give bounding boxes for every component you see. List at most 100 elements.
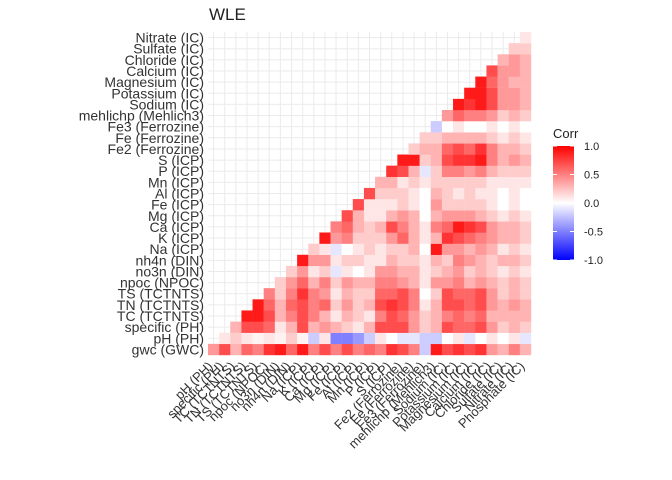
y-tick-label: no3n (DIN) [136, 263, 204, 279]
heatmap-cell [308, 288, 320, 300]
heatmap-cell [508, 43, 521, 55]
y-tick-label: S (ICP) [158, 152, 204, 168]
heatmap-cell [497, 254, 509, 267]
heatmap-cell [430, 288, 443, 300]
heatmap-cell [464, 232, 476, 244]
y-tick-label: TN (TCTNTS) [117, 297, 204, 313]
y-tick-label: Chloride (IC) [125, 52, 204, 68]
heatmap-cell [274, 299, 287, 311]
y-tick-labels: gwc (GWC)pH (PH)specific (PH)TC (TCTNTS)… [79, 30, 204, 358]
heatmap-cell [386, 176, 398, 189]
heatmap-cell [419, 310, 431, 322]
heatmap-cell [363, 288, 376, 300]
heatmap-cell [375, 243, 387, 255]
heatmap-cell [408, 299, 420, 311]
heatmap-cell [486, 243, 498, 255]
heatmap-cell [419, 321, 431, 333]
heatmap-cell [341, 265, 353, 278]
y-tick-label: Na (ICP) [150, 241, 204, 257]
heatmap-cell [419, 176, 431, 189]
y-tick-label: gwc (GWC) [132, 341, 204, 357]
heatmap-cell [475, 332, 487, 345]
heatmap-cell [464, 321, 476, 333]
heatmap-cell [430, 210, 443, 222]
heatmap-cell [519, 32, 532, 44]
heatmap-cell [486, 254, 498, 267]
heatmap-cell [375, 187, 387, 200]
heatmap-cell [397, 243, 409, 255]
heatmap-cell [408, 199, 420, 211]
heatmap-cell [285, 332, 298, 345]
heatmap-cell [297, 254, 309, 267]
heatmap-cell [408, 332, 420, 345]
heatmap-cell [375, 310, 387, 322]
heatmap-cell [519, 310, 532, 322]
heatmap-cell [519, 154, 532, 166]
heatmap-cell [519, 76, 532, 88]
heatmap-cell [519, 176, 532, 189]
heatmap-cell [464, 154, 476, 166]
heatmap-cell [397, 299, 409, 311]
heatmap-cell [285, 310, 298, 322]
heatmap-cell [352, 321, 365, 333]
heatmap-cell [330, 310, 342, 322]
heatmap-cell [486, 299, 498, 311]
heatmap-cell [497, 187, 509, 200]
heatmap-cell [508, 199, 521, 211]
heatmap-cell [419, 332, 431, 345]
heatmap-cell [464, 109, 476, 122]
heatmap-cell [508, 343, 521, 356]
heatmap-cell [363, 321, 376, 333]
heatmap-cell [453, 132, 465, 144]
heatmap-cell [508, 288, 521, 300]
heatmap-cell [419, 288, 431, 300]
heatmap-cell [319, 232, 331, 244]
heatmap-cell [386, 288, 398, 300]
heatmap-cell [408, 277, 420, 289]
y-tick-label: Ca (ICP) [150, 219, 204, 235]
heatmap-cell [408, 310, 420, 322]
heatmap-cell [419, 243, 431, 255]
heatmap-cell [386, 310, 398, 322]
heatmap-cell [519, 98, 532, 111]
heatmap-cell [453, 321, 465, 333]
heatmap-cell [508, 98, 521, 111]
heatmap-cell [252, 343, 264, 356]
heatmap-cell [441, 277, 454, 289]
heatmap-cell [441, 221, 454, 233]
heatmap-cell [330, 243, 342, 255]
heatmap-cell [508, 232, 521, 244]
heatmap-cell [397, 187, 409, 200]
heatmap-cell [285, 343, 298, 356]
heatmap-cell [397, 254, 409, 267]
heatmap-cell [386, 210, 398, 222]
heatmap-cell [486, 132, 498, 144]
heatmap-cell [486, 265, 498, 278]
heatmap-cell [386, 321, 398, 333]
heatmap-cell [464, 299, 476, 311]
heatmap-cell [352, 310, 365, 322]
heatmap-cell [497, 121, 509, 133]
heatmap-cell [274, 277, 287, 289]
heatmap-cell [508, 265, 521, 278]
heatmap-cell [252, 299, 264, 311]
heatmap-cell [519, 187, 532, 200]
heatmap-cell [408, 165, 420, 177]
legend-tick-label: -1.0 [584, 255, 603, 267]
heatmap-cell [297, 321, 309, 333]
heatmap-cell [508, 109, 521, 122]
heatmap-cell [497, 265, 509, 278]
heatmap-cell [519, 109, 532, 122]
heatmap-cell [375, 199, 387, 211]
heatmap-cell [419, 143, 431, 155]
heatmap-cell [363, 310, 376, 322]
heatmap-cell [430, 299, 443, 311]
heatmap-cell [297, 332, 309, 345]
heatmap-cell [319, 254, 331, 267]
heatmap-cell [508, 277, 521, 289]
heatmap-cell [386, 243, 398, 255]
heatmap-cell [475, 221, 487, 233]
legend-title: Corr [553, 126, 579, 141]
heatmap-cell [464, 343, 476, 356]
heatmap-cell [430, 277, 443, 289]
